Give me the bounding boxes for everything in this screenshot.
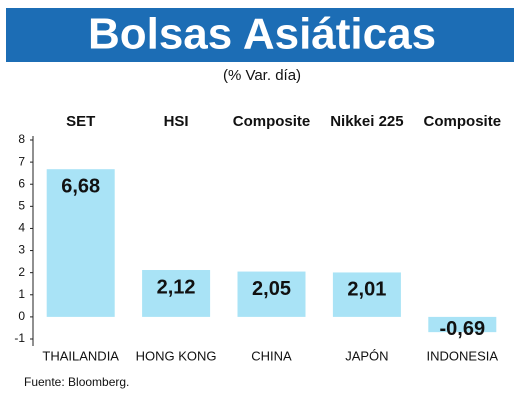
y-tick-label: 3 [18,243,25,257]
bar [46,169,115,317]
y-tick-label: -1 [14,331,25,345]
y-tick-label: 4 [18,221,25,235]
chart-title: Bolsas Asiáticas [88,10,436,59]
x-tick-label: THAILANDIA [42,348,119,363]
source-note: Fuente: Bloomberg. [24,375,129,389]
chart-subtitle: (% Var. día) [223,67,301,84]
index-name: SET [66,113,95,130]
x-tick-label: INDONESIA [427,348,499,363]
value-label: 2,05 [252,278,291,300]
value-label: 2,01 [347,279,386,301]
index-name: HSI [164,113,189,130]
x-tick-label: HONG KONG [136,348,217,363]
bar [428,316,497,333]
bar [237,271,306,317]
y-tick-label: 2 [18,265,25,279]
x-tick-label: JAPÓN [345,348,388,363]
y-tick-label: 6 [18,176,25,190]
y-tick-label: 5 [18,199,25,213]
value-label: -0,69 [440,318,486,340]
index-name: Composite [233,113,311,130]
index-name: Nikkei 225 [330,113,403,130]
y-tick-label: 8 [18,132,25,146]
bar [332,272,401,317]
bar [142,270,211,317]
y-tick-label: 1 [18,287,25,301]
header-bar [6,8,514,62]
index-name: Composite [424,113,502,130]
y-tick-label: 0 [18,309,25,323]
value-label: 2,12 [157,276,196,298]
y-tick-label: 7 [18,154,25,168]
value-label: 6,68 [61,175,100,197]
x-tick-label: CHINA [251,348,292,363]
